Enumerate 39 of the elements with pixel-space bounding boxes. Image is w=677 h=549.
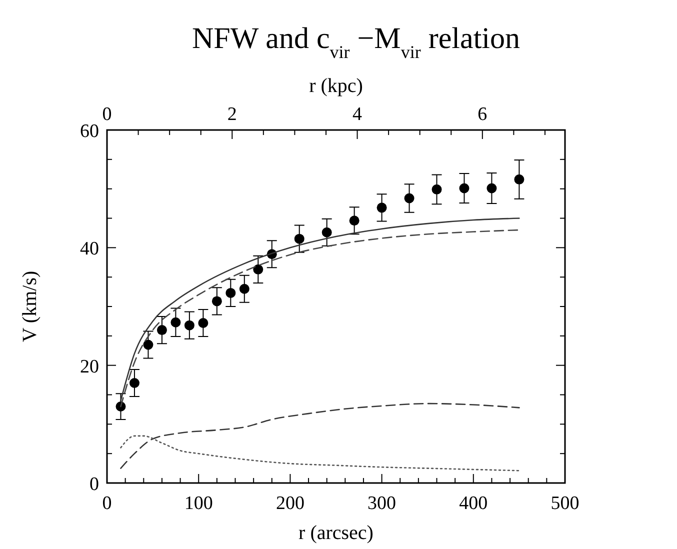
y-tick-label: 40 (80, 238, 99, 260)
point (404, 193, 414, 204)
y-tick-label: 0 (90, 474, 99, 495)
point (212, 296, 222, 306)
point (376, 202, 387, 213)
x-axis-title: r (arcsec) (298, 522, 374, 544)
line-series (120, 402, 520, 469)
point (514, 174, 524, 184)
x-tick-label: 300 (368, 493, 396, 514)
point (349, 216, 360, 226)
point (129, 378, 140, 388)
line-series (120, 435, 520, 472)
x2-tick-label: 6 (478, 104, 488, 125)
x2-tick-label: 4 (352, 104, 363, 125)
point (294, 234, 304, 244)
point (156, 325, 167, 336)
point (184, 320, 194, 330)
x-tick-label: 200 (276, 493, 304, 514)
x-tick-label: 0 (102, 493, 112, 514)
point (322, 227, 332, 238)
point (198, 318, 208, 328)
x-tick-label: 100 (184, 493, 213, 514)
chart-title: NFW and c$_{vir}$ −M$_{vir}$ relation (192, 22, 520, 62)
point (143, 340, 154, 350)
point (239, 284, 250, 294)
point (486, 183, 497, 194)
point (253, 264, 264, 274)
y-tick-label: 20 (80, 356, 99, 378)
x2-tick-label: 2 (227, 104, 237, 125)
point (170, 317, 181, 328)
point (432, 184, 442, 194)
x2-axis-title: r (kpc) (309, 75, 363, 97)
point (226, 288, 236, 298)
x-tick-label: 500 (550, 493, 580, 514)
point (459, 183, 470, 194)
y-axis-title: V (km/s) (19, 270, 41, 342)
x-tick-label: 400 (459, 493, 488, 514)
x2-tick-label: 0 (102, 104, 112, 125)
y-tick-label: 60 (80, 121, 99, 142)
